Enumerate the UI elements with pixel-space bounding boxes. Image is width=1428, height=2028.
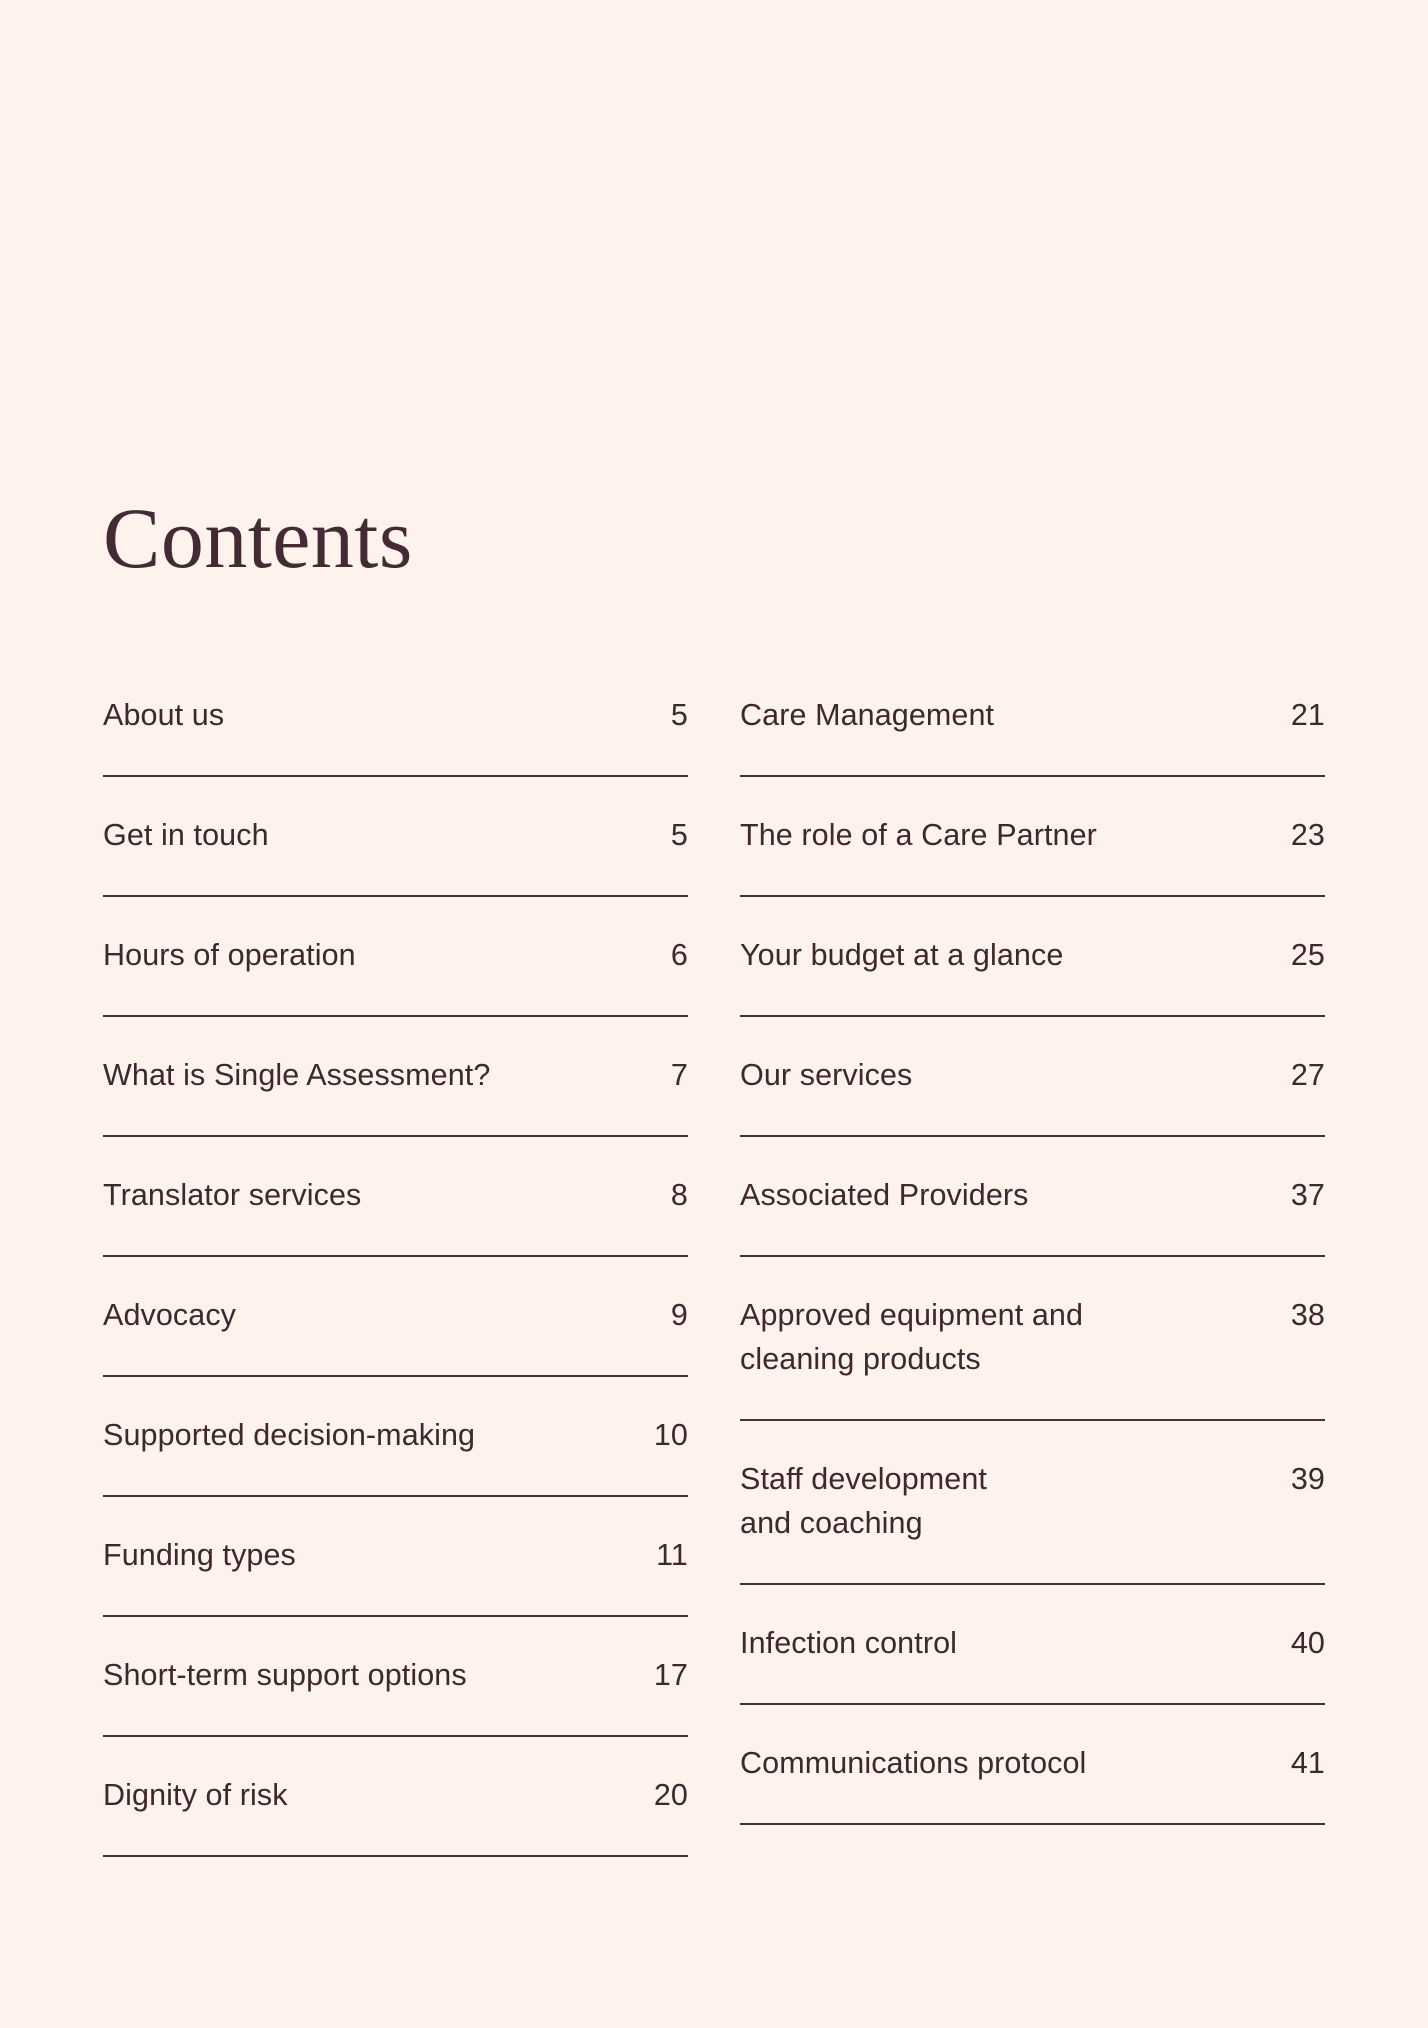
toc-entry-label: Short-term support options	[103, 1658, 467, 1692]
toc-entry-page-number: 9	[670, 1298, 688, 1332]
toc-entry-page-number: 41	[1290, 1746, 1325, 1780]
toc-entry[interactable]: Advocacy 9	[103, 1293, 688, 1377]
toc-entry[interactable]: Our services 27	[740, 1053, 1325, 1137]
toc-entry[interactable]: Staff development and coaching 39	[740, 1457, 1325, 1585]
page-title: Contents	[103, 490, 413, 586]
toc-entry-page-number: 11	[656, 1538, 688, 1572]
toc-entry-page-number: 17	[653, 1658, 688, 1692]
toc-entry-page-number: 5	[670, 818, 688, 852]
toc-entry-label: Get in touch	[103, 818, 269, 852]
toc-entry[interactable]: Translator services 8	[103, 1173, 688, 1257]
toc-entry-page-number: 6	[670, 938, 688, 972]
toc-entry[interactable]: The role of a Care Partner 23	[740, 813, 1325, 897]
toc-entry-label: Funding types	[103, 1538, 296, 1572]
toc-entry[interactable]: Hours of operation 6	[103, 933, 688, 1017]
toc-entry-label: Advocacy	[103, 1298, 237, 1332]
toc-entry-label: Communications protocol	[740, 1746, 1087, 1780]
toc-entry[interactable]: Communications protocol 41	[740, 1741, 1325, 1825]
toc-entry-label: Staff development and coaching	[740, 1462, 987, 1540]
table-of-contents: About us 5 Get in touch 5 Hours of opera…	[103, 693, 1328, 1857]
toc-entry-page-number: 5	[670, 698, 688, 732]
toc-entry-label: Supported decision-making	[103, 1418, 476, 1452]
toc-entry-page-number: 20	[653, 1778, 688, 1812]
toc-entry-label: Infection control	[740, 1626, 958, 1660]
toc-entry-label: Care Management	[740, 698, 995, 732]
toc-entry[interactable]: Infection control 40	[740, 1621, 1325, 1705]
toc-entry[interactable]: What is Single Assessment? 7	[103, 1053, 688, 1137]
toc-entry[interactable]: Approved equipment and cleaning products…	[740, 1293, 1325, 1421]
toc-entry[interactable]: Get in touch 5	[103, 813, 688, 897]
toc-entry-page-number: 37	[1290, 1178, 1325, 1212]
toc-entry[interactable]: Your budget at a glance 25	[740, 933, 1325, 1017]
toc-entry-label: Hours of operation	[103, 938, 356, 972]
toc-entry-label: Translator services	[103, 1178, 362, 1212]
toc-entry-page-number: 7	[670, 1058, 688, 1092]
toc-entry-page-number: 25	[1290, 938, 1325, 972]
toc-entry-label: About us	[103, 698, 225, 732]
toc-entry-label: Your budget at a glance	[740, 938, 1064, 972]
toc-entry-page-number: 40	[1290, 1626, 1325, 1660]
toc-entry[interactable]: Supported decision-making 10	[103, 1413, 688, 1497]
toc-entry-page-number: 27	[1290, 1058, 1325, 1092]
toc-entry[interactable]: Short-term support options 17	[103, 1653, 688, 1737]
toc-entry[interactable]: Associated Providers 37	[740, 1173, 1325, 1257]
toc-entry[interactable]: Care Management 21	[740, 693, 1325, 777]
toc-entry-label: Associated Providers	[740, 1178, 1029, 1212]
toc-entry-label: Dignity of risk	[103, 1778, 288, 1812]
toc-entry-label: Our services	[740, 1058, 913, 1092]
toc-entry-label: The role of a Care Partner	[740, 818, 1097, 852]
toc-entry[interactable]: About us 5	[103, 693, 688, 777]
toc-entry-page-number: 8	[670, 1178, 688, 1212]
toc-entry-page-number: 23	[1290, 818, 1325, 852]
toc-entry-label: What is Single Assessment?	[103, 1058, 491, 1092]
toc-entry-page-number: 10	[653, 1418, 688, 1452]
toc-entry-page-number: 38	[1290, 1298, 1325, 1332]
toc-entry-page-number: 39	[1290, 1462, 1325, 1496]
toc-entry-label: Approved equipment and cleaning products	[740, 1298, 1084, 1376]
toc-column-right: Care Management 21 The role of a Care Pa…	[740, 693, 1325, 1825]
toc-entry[interactable]: Dignity of risk 20	[103, 1773, 688, 1857]
toc-entry-page-number: 21	[1290, 698, 1325, 732]
toc-entry[interactable]: Funding types 11	[103, 1533, 688, 1617]
toc-column-left: About us 5 Get in touch 5 Hours of opera…	[103, 693, 688, 1857]
